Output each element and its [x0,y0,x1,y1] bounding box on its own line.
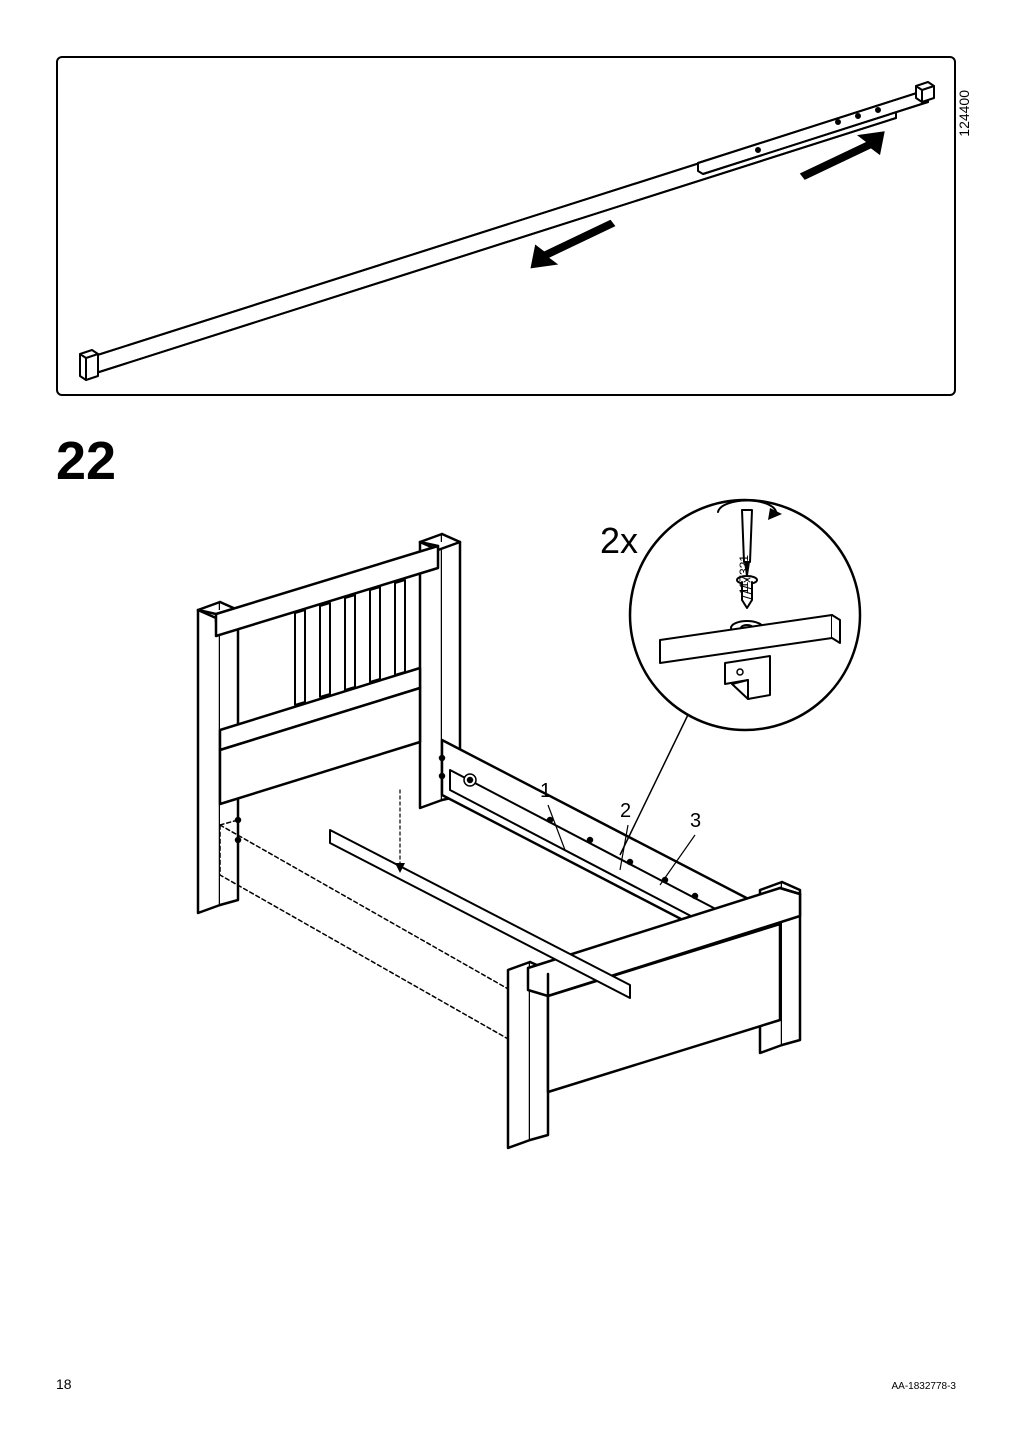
top-illustration-panel [56,56,956,396]
hole-label-2: 2 [620,800,631,823]
top-part-number: 124400 [956,90,972,137]
screw-quantity: 2x [600,520,638,562]
document-id: AA-1832778-3 [892,1381,957,1392]
bed-assembly-illustration [120,480,940,1200]
hole-label-1: 1 [540,780,551,803]
rail-extend-illustration [58,58,958,398]
screw-part-number: 117321 [737,555,751,594]
instruction-page: 124400 22 [0,0,1012,1432]
step-number: 22 [56,430,116,492]
hole-label-3: 3 [690,810,701,833]
page-number: 18 [56,1376,72,1392]
